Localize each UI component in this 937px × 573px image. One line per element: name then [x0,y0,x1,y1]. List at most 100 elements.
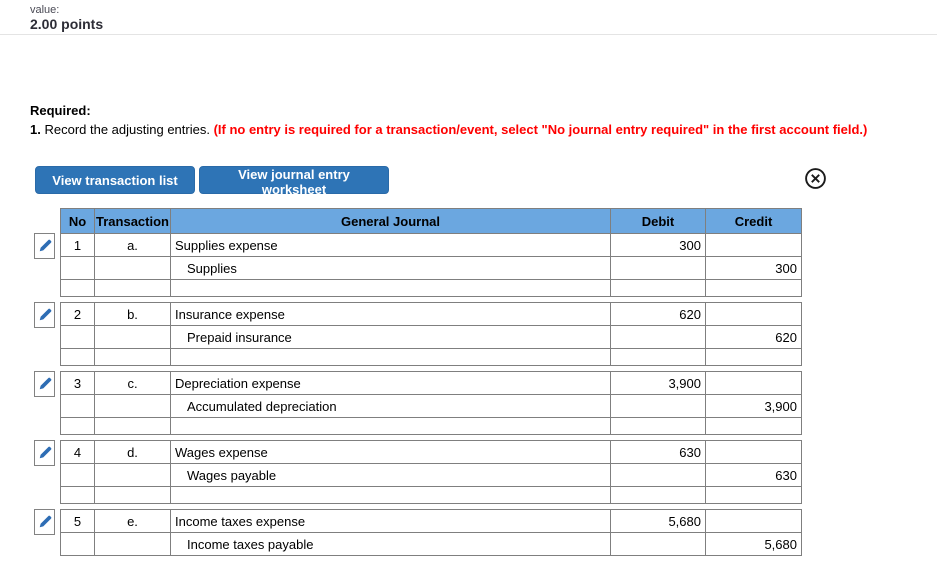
journal-row: Accumulated depreciation 3,900 [60,395,802,418]
cell-no: 1 [61,233,95,257]
journal-row: Prepaid insurance 620 [60,326,802,349]
cell-transaction: a. [95,233,171,257]
cell-debit [611,533,706,556]
cell-transaction: b. [95,302,171,326]
cell-no: 2 [61,302,95,326]
cell-account: Supplies [171,257,611,280]
cell-transaction [95,349,171,366]
cell-credit [706,302,802,326]
cell-transaction [95,487,171,504]
journal-header-row: No Transaction General Journal Debit Cre… [60,208,802,233]
pencil-icon [39,239,51,252]
pencil-icon [39,377,51,390]
cell-debit: 620 [611,302,706,326]
cell-credit [706,418,802,435]
cell-no [61,349,95,366]
cell-debit [611,280,706,297]
journal-row: 1 a. Supplies expense 300 [60,233,802,257]
points-value: 2.00 points [30,16,104,32]
cell-credit [706,280,802,297]
cell-debit: 630 [611,440,706,464]
cell-account: Depreciation expense [171,371,611,395]
journal-entry-group: 5 e. Income taxes expense 5,680 Income taxes… [34,509,802,556]
cell-account: Income taxes payable [171,533,611,556]
journal-entry-group: 3 c. Depreciation expense 3,900 Accumulated … [34,371,802,435]
edit-entry-button[interactable] [34,371,55,397]
cell-credit [706,371,802,395]
edit-entry-button[interactable] [34,233,55,259]
cell-transaction: d. [95,440,171,464]
top-divider [0,34,937,35]
cell-debit [611,349,706,366]
instructions-block: Required: 1. Record the adjusting entrie… [30,101,937,139]
edit-entry-button[interactable] [34,509,55,535]
cell-debit: 3,900 [611,371,706,395]
cell-credit: 5,680 [706,533,802,556]
cell-account: Income taxes expense [171,509,611,533]
journal-entry-group: 1 a. Supplies expense 300 Supplies 300 [34,233,802,297]
instruction-item: 1. Record the adjusting entries. (If no … [30,120,937,139]
pencil-icon [39,446,51,459]
cell-debit [611,395,706,418]
cell-credit [706,233,802,257]
cell-transaction: c. [95,371,171,395]
column-header-general-journal: General Journal [171,208,611,233]
cell-no: 5 [61,509,95,533]
cell-no [61,395,95,418]
circled-x-icon [805,168,826,189]
cell-transaction [95,418,171,435]
journal-entry-group: 4 d. Wages expense 630 Wages payable 630 [34,440,802,504]
cell-transaction [95,326,171,349]
instruction-item-text: Record the adjusting entries. [44,122,210,137]
cell-transaction [95,257,171,280]
required-label: Required: [30,103,91,118]
cell-no [61,464,95,487]
journal-row: 3 c. Depreciation expense 3,900 [60,371,802,395]
journal-row [60,487,802,504]
cell-no [61,533,95,556]
cell-debit [611,487,706,504]
cell-transaction [95,395,171,418]
instruction-warning-text: (If no entry is required for a transacti… [213,122,868,137]
cell-credit [706,509,802,533]
cell-no [61,280,95,297]
view-transaction-list-button[interactable]: View transaction list [35,166,195,194]
cell-account: Insurance expense [171,302,611,326]
pencil-icon [39,515,51,528]
view-journal-entry-worksheet-button[interactable]: View journal entry worksheet [199,166,389,197]
cell-account [171,349,611,366]
cell-no [61,326,95,349]
close-button[interactable] [804,167,827,190]
cell-credit [706,487,802,504]
cell-credit [706,440,802,464]
edit-entry-button[interactable] [34,302,55,328]
cell-account [171,280,611,297]
journal-row: 5 e. Income taxes expense 5,680 [60,509,802,533]
cell-debit [611,418,706,435]
cell-no: 3 [61,371,95,395]
cell-account [171,487,611,504]
journal-row: 2 b. Insurance expense 620 [60,302,802,326]
cell-no [61,257,95,280]
cell-credit: 3,900 [706,395,802,418]
cell-credit [706,349,802,366]
cell-account: Wages expense [171,440,611,464]
edit-entry-button[interactable] [34,440,55,466]
journal-row [60,349,802,366]
cell-debit: 5,680 [611,509,706,533]
journal-body: 1 a. Supplies expense 300 Supplies 300 2 b. Insu… [34,233,802,556]
cell-transaction [95,280,171,297]
journal-row: Income taxes payable 5,680 [60,533,802,556]
cell-debit [611,257,706,280]
column-header-credit: Credit [706,208,802,233]
journal-row: Wages payable 630 [60,464,802,487]
value-label: value: [30,4,60,16]
journal-row: 4 d. Wages expense 630 [60,440,802,464]
column-header-no: No [61,208,95,233]
cell-account: Prepaid insurance [171,326,611,349]
cell-no [61,418,95,435]
column-header-transaction: Transaction [95,208,171,233]
cell-account: Wages payable [171,464,611,487]
cell-debit: 300 [611,233,706,257]
